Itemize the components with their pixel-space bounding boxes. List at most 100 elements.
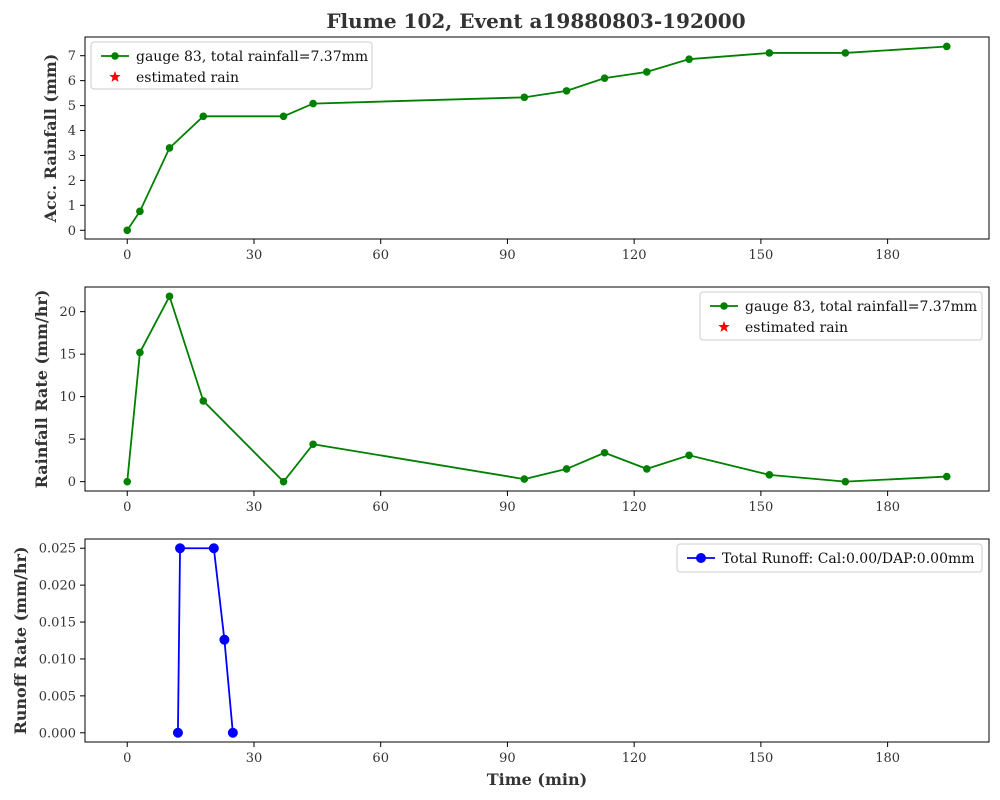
data-point <box>136 348 144 357</box>
data-point <box>208 543 219 554</box>
y-tick-label: 4 <box>68 124 76 139</box>
data-point <box>309 99 317 108</box>
y-tick-label: 5 <box>68 99 76 114</box>
legend: Total Runoff: Cal:0.00/DAP:0.00mm <box>676 543 983 573</box>
y-tick-label: 10 <box>59 390 76 405</box>
data-point <box>600 74 609 82</box>
data-point <box>165 292 174 301</box>
y-tick-label: 0.015 <box>39 616 76 631</box>
data-point <box>175 543 186 554</box>
legend-marker-icon <box>720 302 728 310</box>
data-point <box>219 634 230 645</box>
plot-frame <box>84 36 990 240</box>
plot-frame <box>84 538 990 743</box>
data-point <box>199 112 208 121</box>
y-tick-label: 6 <box>68 74 76 89</box>
y-tick-label: 0 <box>68 475 76 490</box>
data-point <box>165 144 174 152</box>
x-tick-label: 60 <box>372 751 389 766</box>
data-point <box>136 207 144 216</box>
x-tick-label: 0 <box>123 751 131 766</box>
x-tick-label: 30 <box>246 248 263 263</box>
y-tick-label: 0.010 <box>39 652 76 667</box>
data-point <box>643 465 651 473</box>
figure-title: Flume 102, Event a19880803-192000 <box>326 9 745 33</box>
y-tick-label: 0.020 <box>39 579 76 594</box>
data-point <box>562 87 571 95</box>
legend-marker-icon <box>696 553 706 563</box>
data-point <box>199 397 208 405</box>
x-tick-label: 180 <box>875 500 900 515</box>
data-point <box>942 42 951 51</box>
data-point <box>279 477 288 486</box>
legend-label: Total Runoff: Cal:0.00/DAP:0.00mm <box>722 551 975 567</box>
y-tick-label: 20 <box>59 305 76 320</box>
legend-label: gauge 83, total rainfall=7.37mm <box>136 49 368 65</box>
panel-1: 0 30 60 90 120 150 180 0 1 2 3 4 5 6 7 Acc. Rainfall (m… <box>41 36 990 263</box>
legend-box <box>699 291 983 341</box>
x-tick-label: 180 <box>875 248 900 263</box>
panel-3: 0 30 60 90 120 150 180 0.000 0.005 0.010 0.015 0.02… <box>11 538 990 789</box>
legend-star-icon <box>718 321 730 332</box>
x-tick-label: 90 <box>499 248 516 263</box>
data-point <box>520 475 529 483</box>
legend-star-icon <box>109 71 121 82</box>
data-point <box>309 440 317 449</box>
data-point <box>765 49 774 57</box>
x-tick-label: 90 <box>499 500 516 515</box>
data-point <box>123 477 132 486</box>
legend-label: gauge 83, total rainfall=7.37mm <box>745 299 977 315</box>
y-tick-label: 0.025 <box>39 542 76 557</box>
x-tick-label: 30 <box>246 500 263 515</box>
panel-2: 0 30 60 90 120 150 180 0 5 10 15 20 Rainfall Rate (m… <box>32 286 990 515</box>
legend-label: estimated rain <box>745 320 848 336</box>
y-axis-label: Acc. Rainfall (mm) <box>41 54 60 224</box>
y-tick-label: 0.000 <box>39 726 76 741</box>
legend: gauge 83, total rainfall=7.37mm estimated… <box>90 41 373 90</box>
series-1 <box>123 292 951 486</box>
plot-frame <box>84 286 990 492</box>
x-tick-label: 180 <box>875 751 900 766</box>
x-tick-label: 60 <box>372 248 389 263</box>
y-tick-label: 0.005 <box>39 689 76 704</box>
data-point <box>600 448 609 457</box>
data-point <box>685 451 693 460</box>
series-line <box>126 45 947 231</box>
data-point <box>942 472 951 481</box>
series-1 <box>172 543 238 738</box>
data-point <box>841 477 850 486</box>
y-axis-label: Rainfall Rate (mm/hr) <box>32 290 51 489</box>
data-point <box>520 93 529 102</box>
y-tick-label: 3 <box>68 149 76 164</box>
x-tick-label: 30 <box>246 751 263 766</box>
series-1 <box>123 42 951 235</box>
x-axis-label: Time (min) <box>487 770 587 789</box>
legend-label: estimated rain <box>136 70 239 86</box>
legend-box <box>676 543 983 573</box>
x-tick-label: 0 <box>123 500 131 515</box>
x-tick-label: 90 <box>499 751 516 766</box>
x-tick-label: 60 <box>372 500 389 515</box>
data-point <box>765 471 774 479</box>
x-tick-label: 0 <box>123 248 131 263</box>
legend: gauge 83, total rainfall=7.37mm estimated… <box>699 291 983 341</box>
x-tick-label: 120 <box>622 751 647 766</box>
data-point <box>279 112 288 121</box>
y-tick-label: 5 <box>68 433 76 448</box>
legend-marker-icon <box>111 52 119 60</box>
x-tick-label: 150 <box>748 248 773 263</box>
data-point <box>643 68 651 76</box>
data-point <box>227 727 238 738</box>
y-tick-label: 7 <box>68 49 76 64</box>
x-tick-label: 120 <box>622 248 647 263</box>
data-point <box>562 465 571 473</box>
legend-box <box>90 41 373 90</box>
y-tick-label: 0 <box>68 224 76 239</box>
data-point <box>123 226 132 235</box>
series-line <box>126 294 947 484</box>
x-tick-label: 150 <box>748 500 773 515</box>
y-axis-label: Runoff Rate (mm/hr) <box>11 546 30 734</box>
data-point <box>172 727 183 738</box>
